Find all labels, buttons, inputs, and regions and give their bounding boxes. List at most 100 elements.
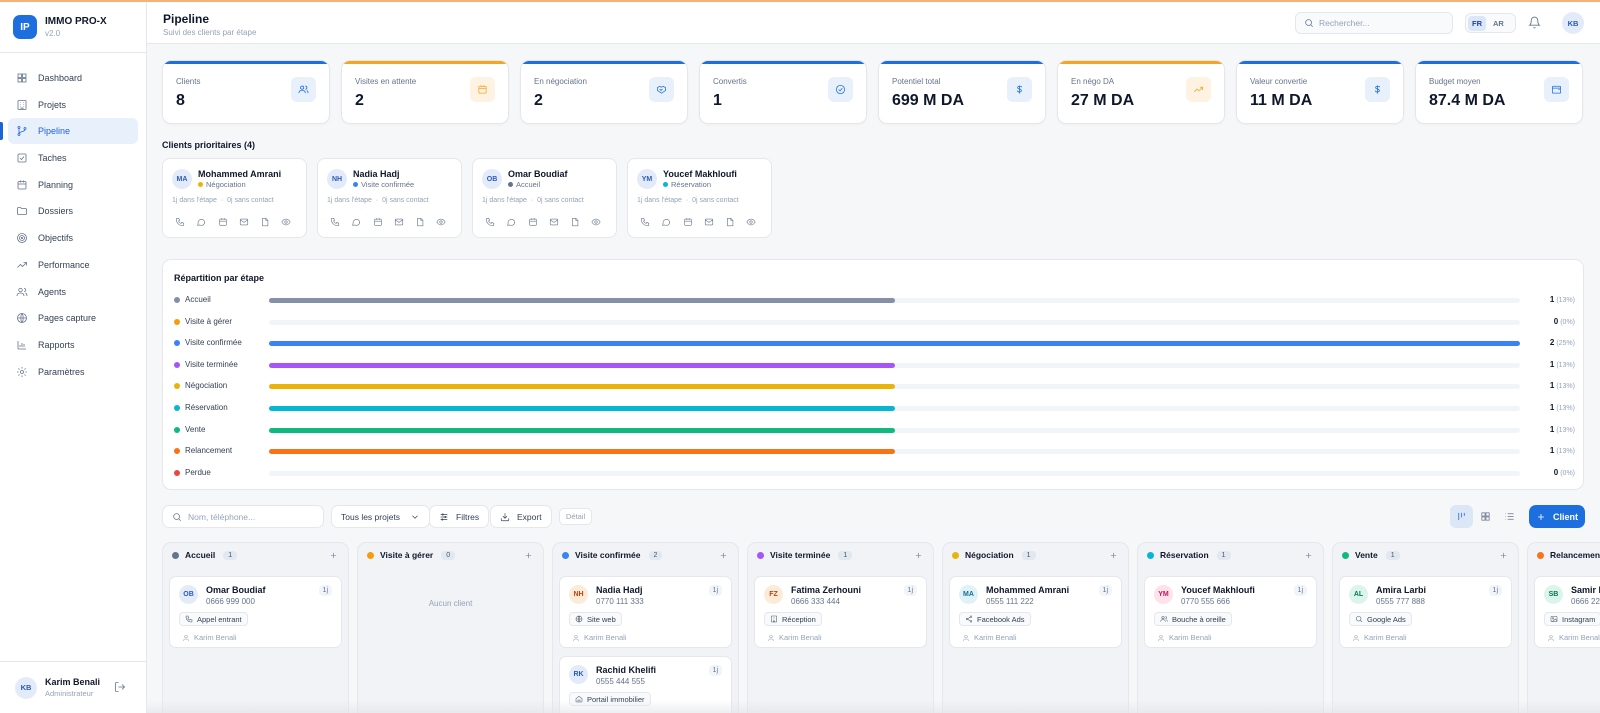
file-icon[interactable] (570, 217, 580, 227)
sidebar-item-pages-capture[interactable]: Pages capture (8, 305, 138, 331)
add-to-column-icon[interactable] (914, 551, 923, 560)
view-list-button[interactable] (1498, 505, 1521, 528)
add-to-column-icon[interactable] (329, 551, 338, 560)
eye-icon[interactable] (436, 217, 447, 227)
client-phone: 0555 111 222 (986, 597, 1034, 606)
stat-card[interactable]: Convertis 1 (699, 60, 867, 124)
sidebar-item-planning[interactable]: Planning (8, 172, 138, 198)
sidebar-item-dashboard[interactable]: Dashboard (8, 65, 138, 91)
sidebar-item-performance[interactable]: Performance (8, 252, 138, 278)
app-logo: IP (13, 15, 37, 39)
priority-client-card[interactable]: OB Omar Boudiaf Accueil 1j dans l'étape · 0… (472, 158, 617, 238)
user-icon (1353, 634, 1359, 641)
brand[interactable]: IP IMMO PRO-X v2.0 (0, 2, 146, 53)
filters-button[interactable]: Filtres (429, 505, 490, 528)
export-button[interactable]: Export (490, 505, 552, 528)
message-icon[interactable] (661, 217, 671, 227)
priority-client-card[interactable]: MA Mohammed Amrani Négociation 1j dans l'ét… (162, 158, 307, 238)
add-client-button[interactable]: Client (1529, 505, 1585, 528)
client-card[interactable]: OB Omar Boudiaf 0666 999 000 1j Appel entran… (169, 576, 342, 648)
sidebar-item-taches[interactable]: Taches (8, 145, 138, 171)
stat-card[interactable]: En négociation 2 (520, 60, 688, 124)
stat-label: En négociation (534, 77, 587, 86)
header-avatar[interactable]: KB (1562, 12, 1584, 34)
stat-card[interactable]: Visites en attente 2 (341, 60, 509, 124)
file-icon[interactable] (415, 217, 425, 227)
mail-icon[interactable] (704, 217, 714, 227)
projects-select[interactable]: Tous les projets (331, 505, 431, 528)
detail-toggle[interactable]: Détail (559, 508, 593, 525)
phone-icon[interactable] (175, 217, 185, 227)
client-actions (330, 217, 458, 227)
client-card[interactable]: AL Amira Larbi 0555 777 888 1j Google Ads Kar… (1339, 576, 1512, 648)
sidebar-item-objectifs[interactable]: Objectifs (8, 225, 138, 251)
calendar-icon[interactable] (218, 217, 228, 227)
priority-client-card[interactable]: YM Youcef Makhloufi Réservation 1j dans l'é… (627, 158, 772, 238)
phone-icon[interactable] (485, 217, 495, 227)
stat-card[interactable]: Valeur convertie 11 M DA (1236, 60, 1404, 124)
sidebar-item-agents[interactable]: Agents (8, 279, 138, 305)
eye-icon[interactable] (746, 217, 757, 227)
file-icon[interactable] (725, 217, 735, 227)
bell-icon[interactable] (1528, 16, 1541, 29)
lang-fr-button[interactable]: FR (1468, 15, 1486, 31)
stage-count-percent: (0%) (1560, 318, 1575, 326)
sidebar-item-label: Projets (38, 99, 67, 110)
calendar-icon[interactable] (528, 217, 538, 227)
sidebar-item-projets[interactable]: Projets (8, 92, 138, 118)
file-icon[interactable] (260, 217, 270, 227)
client-search-input[interactable] (188, 511, 318, 522)
sidebar-item-pipeline[interactable]: Pipeline (0, 118, 138, 145)
stat-card[interactable]: Budget moyen 87.4 M DA (1415, 60, 1583, 124)
sidebar-item-rapports[interactable]: Rapports (8, 332, 138, 358)
global-search-input[interactable] (1319, 18, 1449, 28)
client-source: Appel entrant (197, 614, 242, 624)
eye-icon[interactable] (591, 217, 602, 227)
sidebar-item-dossiers[interactable]: Dossiers (8, 198, 138, 224)
column-title: Accueil (185, 550, 216, 560)
add-to-column-icon[interactable] (719, 551, 728, 560)
eye-icon[interactable] (281, 217, 292, 227)
mail-icon[interactable] (239, 217, 249, 227)
stage-dot (562, 551, 569, 559)
mail-icon[interactable] (549, 217, 559, 227)
stat-card[interactable]: Clients 8 (162, 60, 330, 124)
client-card[interactable]: YM Youcef Makhloufi 0770 555 666 1j Bouche à… (1144, 576, 1317, 648)
priority-client-card[interactable]: NH Nadia Hadj Visite confirmée 1j dans l'ét… (317, 158, 462, 238)
logout-icon[interactable] (114, 681, 126, 693)
client-stage: Réservation (663, 180, 711, 189)
stage-bar-track (269, 449, 1520, 455)
sidebar-item-param-tres[interactable]: Paramètres (8, 359, 138, 385)
client-source-badge: Bouche à oreille (1154, 612, 1232, 626)
kanban-column: Visite confirmée 2 NH Nadia Hadj 0770 111 33… (552, 542, 739, 713)
bottom-shadow (147, 700, 1600, 713)
message-icon[interactable] (351, 217, 361, 227)
mail-icon[interactable] (394, 217, 404, 227)
user-profile[interactable]: KB Karim Benali Administrateur (0, 661, 146, 713)
add-to-column-icon[interactable] (1304, 551, 1313, 560)
message-icon[interactable] (506, 217, 516, 227)
stat-icon-box (291, 77, 316, 102)
client-card[interactable]: FZ Fatima Zerhouni 0666 333 444 1j Réception… (754, 576, 927, 648)
view-kanban-button[interactable] (1450, 505, 1473, 528)
client-search[interactable] (162, 505, 324, 528)
phone-icon[interactable] (330, 217, 340, 227)
client-card[interactable]: NH Nadia Hadj 0770 111 333 1j Site web Karim … (559, 576, 732, 648)
client-stage-label: Accueil (516, 180, 541, 189)
add-to-column-icon[interactable] (1109, 551, 1118, 560)
calendar-icon[interactable] (373, 217, 383, 227)
stage-count-value: 1 (1549, 446, 1555, 456)
global-search[interactable] (1295, 12, 1453, 34)
stat-icon-box (828, 77, 853, 102)
phone-icon[interactable] (640, 217, 650, 227)
client-card[interactable]: MA Mohammed Amrani 0555 111 222 1j Facebook … (949, 576, 1122, 648)
lang-ar-button[interactable]: AR (1493, 18, 1504, 28)
add-to-column-icon[interactable] (524, 551, 533, 560)
add-to-column-icon[interactable] (1499, 551, 1508, 560)
message-icon[interactable] (196, 217, 206, 227)
stat-card[interactable]: En négo DA 27 M DA (1057, 60, 1225, 124)
calendar-icon[interactable] (683, 217, 693, 227)
stat-card[interactable]: Potentiel total 699 M DA (878, 60, 1046, 124)
view-grid-button[interactable] (1474, 505, 1497, 528)
